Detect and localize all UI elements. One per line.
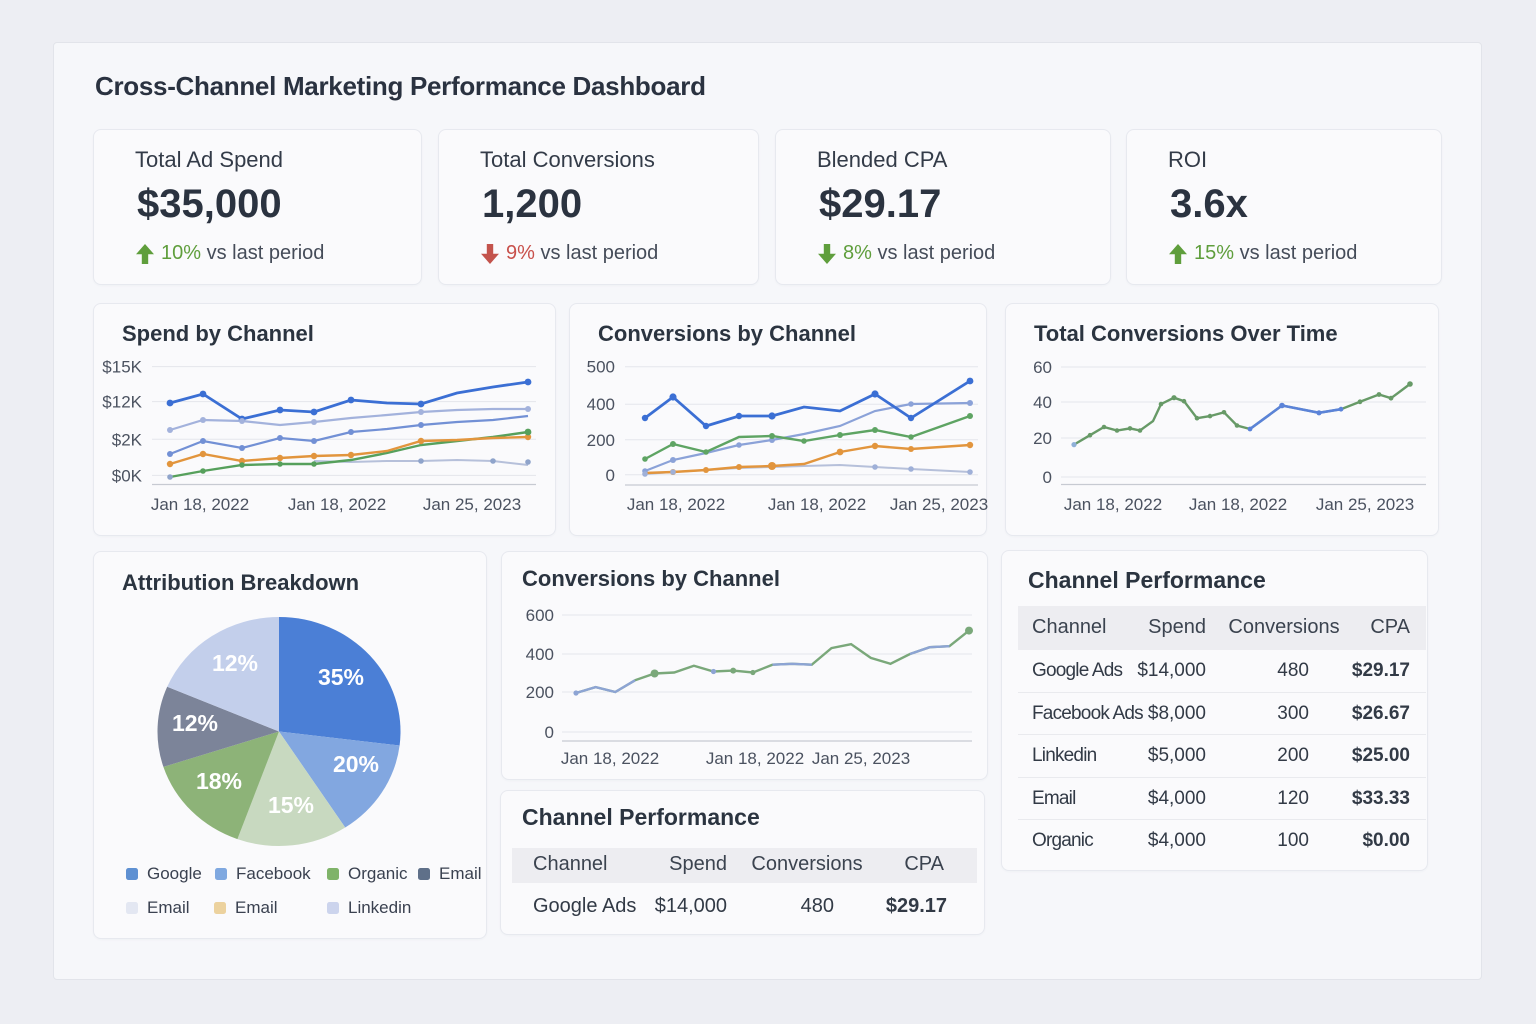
svg-text:12%: 12% (212, 650, 258, 676)
svg-text:Jan 18, 2022: Jan 18, 2022 (561, 749, 659, 768)
svg-text:$15K: $15K (102, 358, 142, 377)
svg-text:600: 600 (526, 606, 554, 625)
svg-text:Jan 25, 2023: Jan 25, 2023 (1316, 495, 1414, 514)
svg-text:500: 500 (587, 358, 615, 377)
svg-text:0: 0 (1043, 468, 1052, 487)
svg-text:200: 200 (587, 431, 615, 450)
svg-text:Jan 18, 2022: Jan 18, 2022 (1064, 495, 1162, 514)
svg-text:12%: 12% (172, 710, 218, 736)
svg-text:Jan 18, 2022: Jan 18, 2022 (706, 749, 804, 768)
svg-text:Jan 18, 2022: Jan 18, 2022 (288, 495, 386, 514)
svg-text:20: 20 (1033, 429, 1052, 448)
svg-text:40: 40 (1033, 393, 1052, 412)
svg-text:18%: 18% (196, 768, 242, 794)
svg-text:Jan 18, 2022: Jan 18, 2022 (627, 495, 725, 514)
svg-text:15%: 15% (268, 792, 314, 818)
svg-text:60: 60 (1033, 358, 1052, 377)
svg-text:Jan 18, 2022: Jan 18, 2022 (768, 495, 866, 514)
svg-text:Jan 18, 2022: Jan 18, 2022 (151, 495, 249, 514)
svg-text:400: 400 (526, 645, 554, 664)
svg-text:Jan 25, 2023: Jan 25, 2023 (423, 495, 521, 514)
svg-text:$2K: $2K (112, 430, 143, 449)
svg-text:20%: 20% (333, 751, 379, 777)
svg-text:200: 200 (526, 683, 554, 702)
svg-text:400: 400 (587, 395, 615, 414)
svg-text:35%: 35% (318, 664, 364, 690)
svg-text:$0K: $0K (112, 466, 143, 485)
svg-text:$12K: $12K (102, 393, 142, 412)
svg-text:Jan 25, 2023: Jan 25, 2023 (890, 495, 988, 514)
svg-text:Jan 25, 2023: Jan 25, 2023 (812, 749, 910, 768)
svg-text:Jan 18, 2022: Jan 18, 2022 (1189, 495, 1287, 514)
svg-text:0: 0 (545, 723, 554, 742)
svg-text:0: 0 (606, 466, 615, 485)
